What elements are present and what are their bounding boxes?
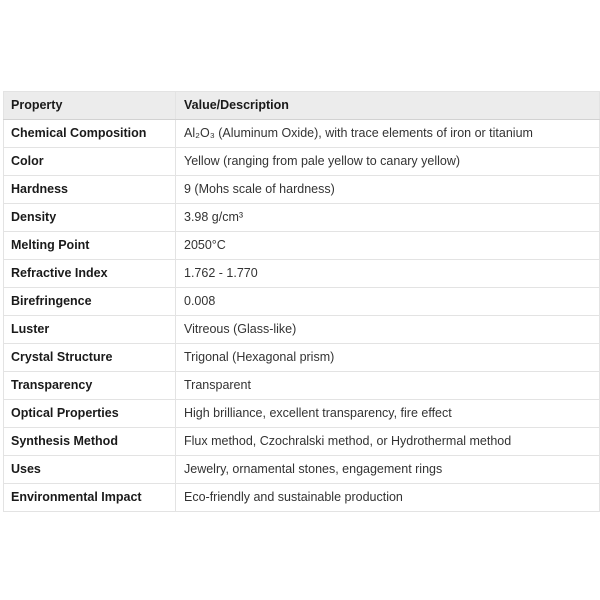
- value-cell: High brilliance, excellent transparency,…: [175, 399, 600, 428]
- value-cell: 1.762 - 1.770: [175, 259, 600, 288]
- property-cell: Environmental Impact: [3, 483, 176, 512]
- value-cell: 3.98 g/cm³: [175, 203, 600, 232]
- value-cell: Transparent: [175, 371, 600, 400]
- property-cell: Refractive Index: [3, 259, 176, 288]
- table-row: Crystal Structure Trigonal (Hexagonal pr…: [3, 343, 600, 372]
- properties-table-grid: Property Value/Description Chemical Comp…: [3, 91, 600, 512]
- value-cell: Flux method, Czochralski method, or Hydr…: [175, 427, 600, 456]
- property-cell: Crystal Structure: [3, 343, 176, 372]
- table-row: Luster Vitreous (Glass-like): [3, 315, 600, 344]
- table-row: Synthesis Method Flux method, Czochralsk…: [3, 427, 600, 456]
- property-cell: Melting Point: [3, 231, 176, 260]
- property-cell: Uses: [3, 455, 176, 484]
- table-row: Uses Jewelry, ornamental stones, engagem…: [3, 455, 600, 484]
- property-cell: Luster: [3, 315, 176, 344]
- table-row: Refractive Index 1.762 - 1.770: [3, 259, 600, 288]
- property-cell: Birefringence: [3, 287, 176, 316]
- value-cell: Vitreous (Glass-like): [175, 315, 600, 344]
- value-cell: Al₂O₃ (Aluminum Oxide), with trace eleme…: [175, 119, 600, 148]
- value-cell: Jewelry, ornamental stones, engagement r…: [175, 455, 600, 484]
- table-row: Hardness 9 (Mohs scale of hardness): [3, 175, 600, 204]
- table-row: Optical Properties High brilliance, exce…: [3, 399, 600, 428]
- property-cell: Color: [3, 147, 176, 176]
- table-row: Transparency Transparent: [3, 371, 600, 400]
- table-header-row: Property Value/Description: [3, 91, 600, 120]
- property-cell: Chemical Composition: [3, 119, 176, 148]
- table-row: Birefringence 0.008: [3, 287, 600, 316]
- value-cell: 0.008: [175, 287, 600, 316]
- table-row: Melting Point 2050°C: [3, 231, 600, 260]
- value-cell: Yellow (ranging from pale yellow to cana…: [175, 147, 600, 176]
- property-cell: Optical Properties: [3, 399, 176, 428]
- value-cell: 9 (Mohs scale of hardness): [175, 175, 600, 204]
- property-cell: Transparency: [3, 371, 176, 400]
- table-row: Environmental Impact Eco-friendly and su…: [3, 483, 600, 512]
- property-cell: Hardness: [3, 175, 176, 204]
- value-cell: 2050°C: [175, 231, 600, 260]
- table-row: Density 3.98 g/cm³: [3, 203, 600, 232]
- table-row: Color Yellow (ranging from pale yellow t…: [3, 147, 600, 176]
- value-cell: Trigonal (Hexagonal prism): [175, 343, 600, 372]
- table-header-property: Property: [3, 91, 176, 120]
- value-cell: Eco-friendly and sustainable production: [175, 483, 600, 512]
- table-header-value: Value/Description: [175, 91, 600, 120]
- properties-table: Property Value/Description Chemical Comp…: [3, 91, 600, 512]
- property-cell: Synthesis Method: [3, 427, 176, 456]
- property-cell: Density: [3, 203, 176, 232]
- table-row: Chemical Composition Al₂O₃ (Aluminum Oxi…: [3, 119, 600, 148]
